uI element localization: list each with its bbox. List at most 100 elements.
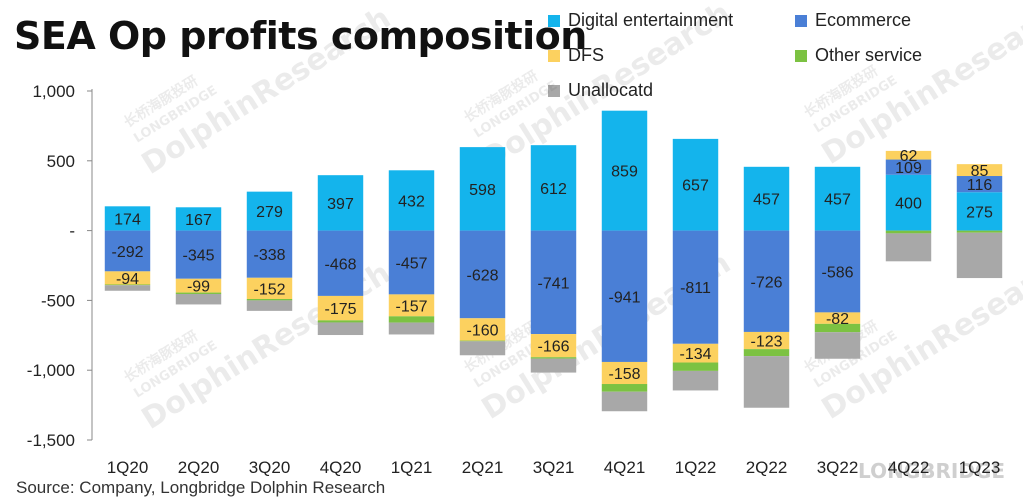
bar-other-service-4Q20 [317, 320, 364, 323]
legend-item-dfs: DFS [548, 45, 604, 66]
bar-digital-entertainment-4Q21 [601, 110, 648, 231]
data-label-digital-entertainment-3Q20: 279 [256, 204, 283, 221]
bar-dfs-3Q20 [246, 277, 293, 300]
y-tick-label: -1,000 [27, 361, 75, 380]
data-label-ecommerce-3Q20: -338 [253, 247, 285, 264]
data-label-dfs-1Q20: -94 [116, 271, 139, 288]
legend: Digital entertainment Ecommerce DFS Othe… [540, 4, 1010, 114]
data-label-ecommerce-3Q21: -741 [537, 275, 569, 292]
bar-unallocated-2Q22 [743, 356, 790, 408]
x-tick-label: 2Q21 [462, 458, 504, 477]
bar-dfs-4Q20 [317, 295, 364, 321]
data-label-digital-entertainment-4Q22: 400 [895, 196, 922, 213]
bar-digital-entertainment-3Q20 [246, 191, 293, 231]
bar-digital-entertainment-1Q20 [104, 206, 151, 231]
bar-other-service-2Q21 [459, 340, 506, 342]
bar-ecommerce-3Q20 [246, 230, 293, 278]
bar-dfs-1Q20 [104, 271, 151, 285]
data-label-dfs-1Q23: 85 [971, 163, 989, 180]
data-label-ecommerce-2Q20: -345 [182, 248, 214, 265]
bar-digital-entertainment-4Q20 [317, 175, 364, 231]
data-label-digital-entertainment-4Q20: 397 [327, 196, 354, 213]
legend-label-unallocated: Unallocatd [568, 80, 654, 100]
bar-digital-entertainment-1Q21 [388, 170, 435, 231]
legend-item-unallocated: Unallocatd [548, 80, 653, 101]
bar-dfs-4Q21 [601, 361, 648, 385]
watermark-corner: LONGBRIDGE [858, 459, 1005, 483]
bar-other-service-1Q23 [956, 230, 1003, 233]
bar-dfs-1Q23 [956, 164, 1003, 177]
data-label-digital-entertainment-2Q22: 457 [753, 192, 780, 209]
data-label-dfs-4Q20: -175 [324, 301, 356, 318]
y-tick-label: 1,000 [32, 82, 75, 101]
bar-other-service-1Q21 [388, 316, 435, 323]
x-axis: 1Q20 2Q20 3Q20 4Q20 1Q21 2Q21 3Q21 4Q21 1Q22 2Q22… [107, 458, 1001, 477]
legend-swatch-unallocated [548, 84, 560, 97]
bar-digital-entertainment-1Q22 [672, 138, 719, 231]
bar-dfs-2Q22 [743, 331, 790, 350]
legend-item-digital-entertainment: Digital entertainment [548, 10, 733, 31]
data-label-ecommerce-1Q22: -811 [680, 280, 711, 297]
y-tick-label: -1,500 [27, 431, 75, 450]
bar-dfs-1Q21 [388, 294, 435, 317]
bar-other-service-3Q22 [814, 323, 861, 333]
legend-label-dfs: DFS [568, 45, 604, 65]
data-label-ecommerce-3Q22: -586 [821, 265, 853, 282]
data-label-digital-entertainment-4Q21: 859 [611, 164, 638, 181]
data-label-digital-entertainment-1Q21: 432 [398, 193, 425, 210]
bar-other-service-3Q21 [530, 357, 577, 359]
bar-ecommerce-1Q20 [104, 230, 151, 272]
x-tick-label: 1Q20 [107, 458, 149, 477]
data-label-dfs-4Q22: 62 [900, 148, 918, 165]
data-label-digital-entertainment-1Q23: 275 [966, 204, 993, 221]
bar-unallocated-3Q22 [814, 332, 861, 359]
bar-unallocated-4Q21 [601, 391, 648, 412]
bar-unallocated-4Q20 [317, 322, 364, 336]
bar-unallocated-1Q20 [104, 285, 151, 291]
bar-dfs-3Q21 [530, 334, 577, 358]
data-label-dfs-3Q20: -152 [253, 281, 285, 298]
bar-digital-entertainment-2Q21 [459, 147, 506, 231]
data-label-dfs-1Q22: -134 [679, 346, 711, 363]
data-label-dfs-2Q21: -160 [466, 322, 498, 339]
bar-unallocated-2Q20 [175, 293, 222, 305]
data-label-ecommerce-4Q20: -468 [324, 256, 356, 273]
bar-ecommerce-1Q22 [672, 230, 719, 344]
legend-swatch-other-service [795, 49, 807, 62]
bar-ecommerce-2Q22 [743, 230, 790, 332]
legend-swatch-digital-entertainment [548, 14, 560, 27]
data-label-digital-entertainment-2Q20: 167 [185, 212, 212, 229]
bar-dfs-1Q22 [672, 343, 719, 363]
bar-ecommerce-4Q22 [885, 159, 932, 175]
bar-other-service-1Q22 [672, 362, 719, 371]
bar-other-service-3Q20 [246, 299, 293, 301]
x-tick-label: 3Q20 [249, 458, 291, 477]
data-label-digital-entertainment-3Q21: 612 [540, 181, 567, 198]
y-tick-label: - [69, 222, 75, 241]
x-tick-label: 1Q23 [959, 458, 1001, 477]
x-tick-label: 4Q21 [604, 458, 646, 477]
data-label-dfs-1Q21: -157 [395, 298, 427, 315]
legend-swatch-dfs [548, 49, 560, 62]
data-label-ecommerce-4Q21: -941 [608, 289, 640, 306]
bar-other-service-2Q22 [743, 349, 790, 357]
data-label-ecommerce-2Q21: -628 [466, 267, 498, 284]
bar-ecommerce-4Q21 [601, 230, 648, 362]
x-tick-label: 1Q21 [391, 458, 433, 477]
bar-dfs-3Q22 [814, 312, 861, 324]
bar-digital-entertainment-3Q21 [530, 145, 577, 231]
bar-digital-entertainment-3Q22 [814, 166, 861, 231]
data-label-ecommerce-1Q20: -292 [111, 244, 143, 261]
data-label-ecommerce-4Q22: 109 [895, 160, 922, 177]
bar-digital-entertainment-2Q20 [175, 207, 222, 231]
x-tick-label: 4Q22 [888, 458, 930, 477]
legend-label-digital-entertainment: Digital entertainment [568, 10, 734, 30]
data-label-dfs-2Q22: -123 [750, 334, 782, 351]
bar-ecommerce-2Q21 [459, 230, 506, 319]
bar-other-service-2Q20 [175, 292, 222, 294]
bar-ecommerce-1Q23 [956, 176, 1003, 193]
bar-ecommerce-3Q21 [530, 230, 577, 335]
